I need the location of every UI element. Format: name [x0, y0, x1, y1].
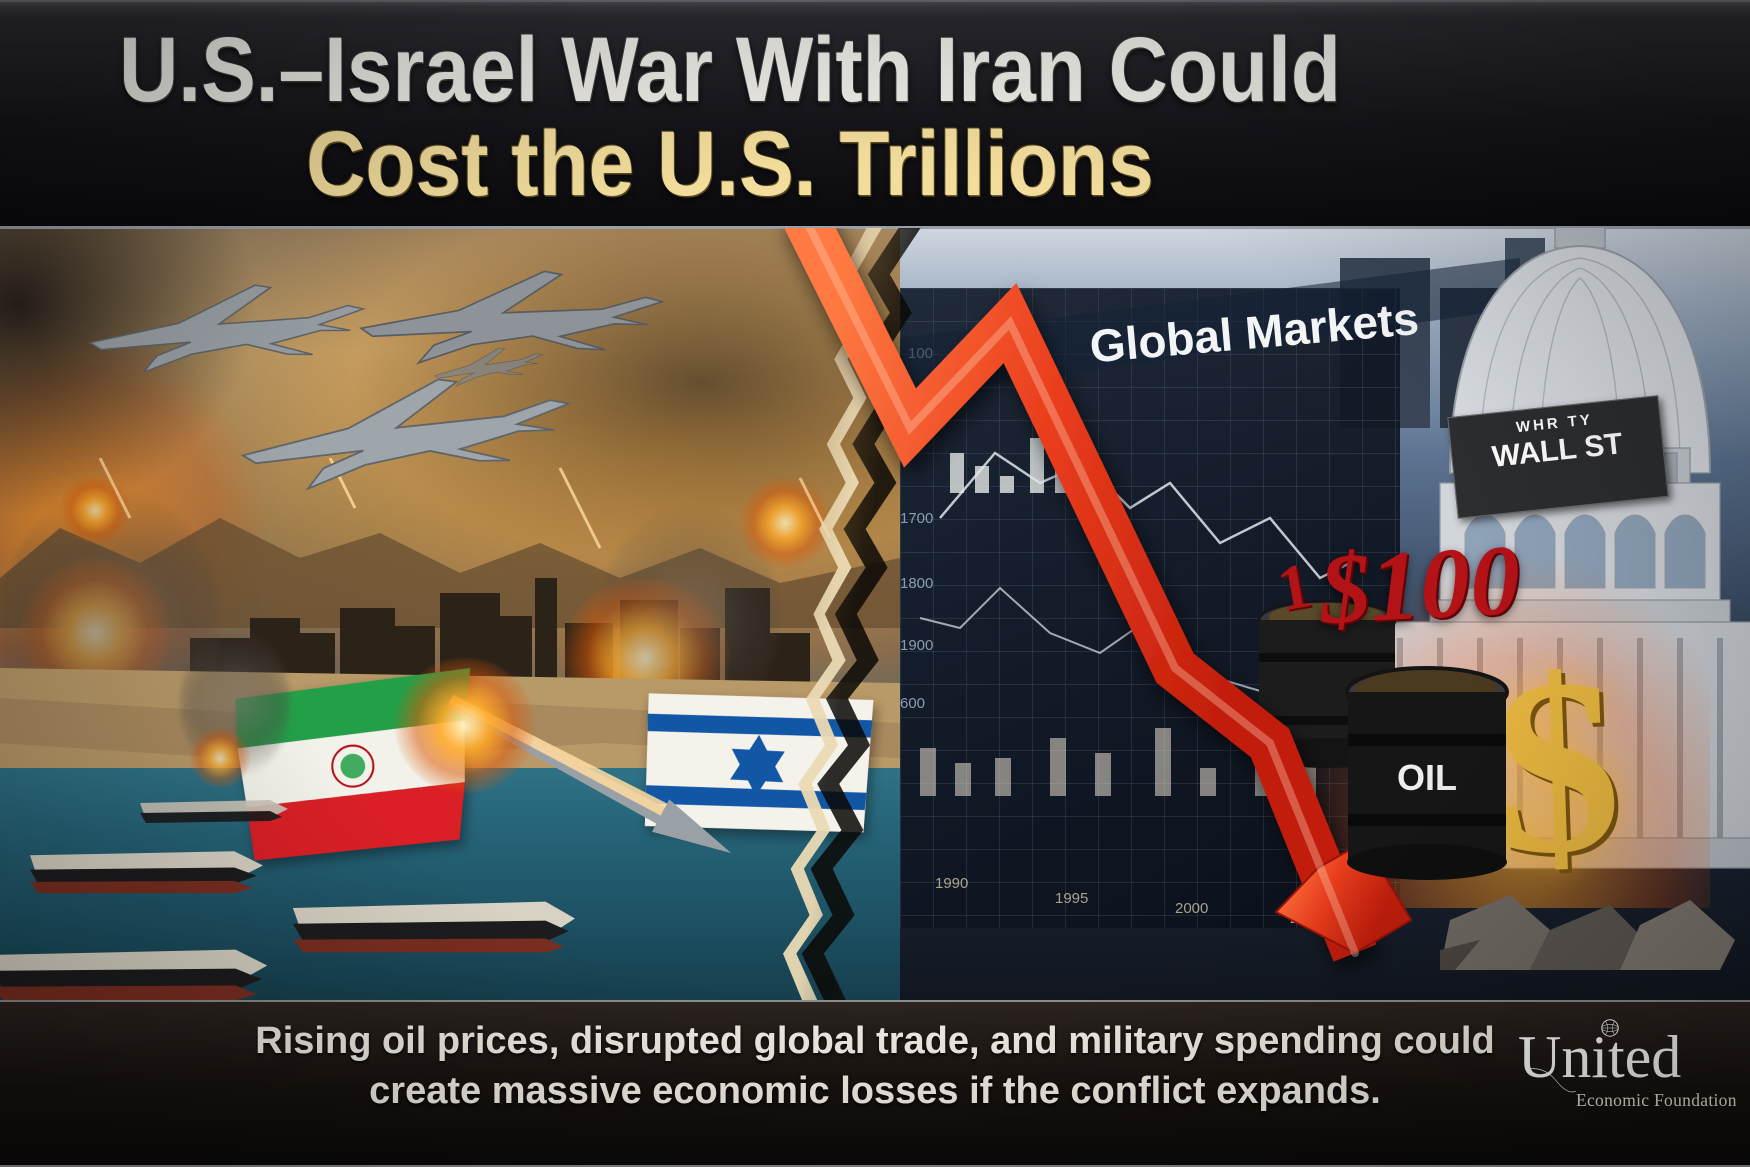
svg-text:OIL: OIL [1397, 757, 1457, 798]
